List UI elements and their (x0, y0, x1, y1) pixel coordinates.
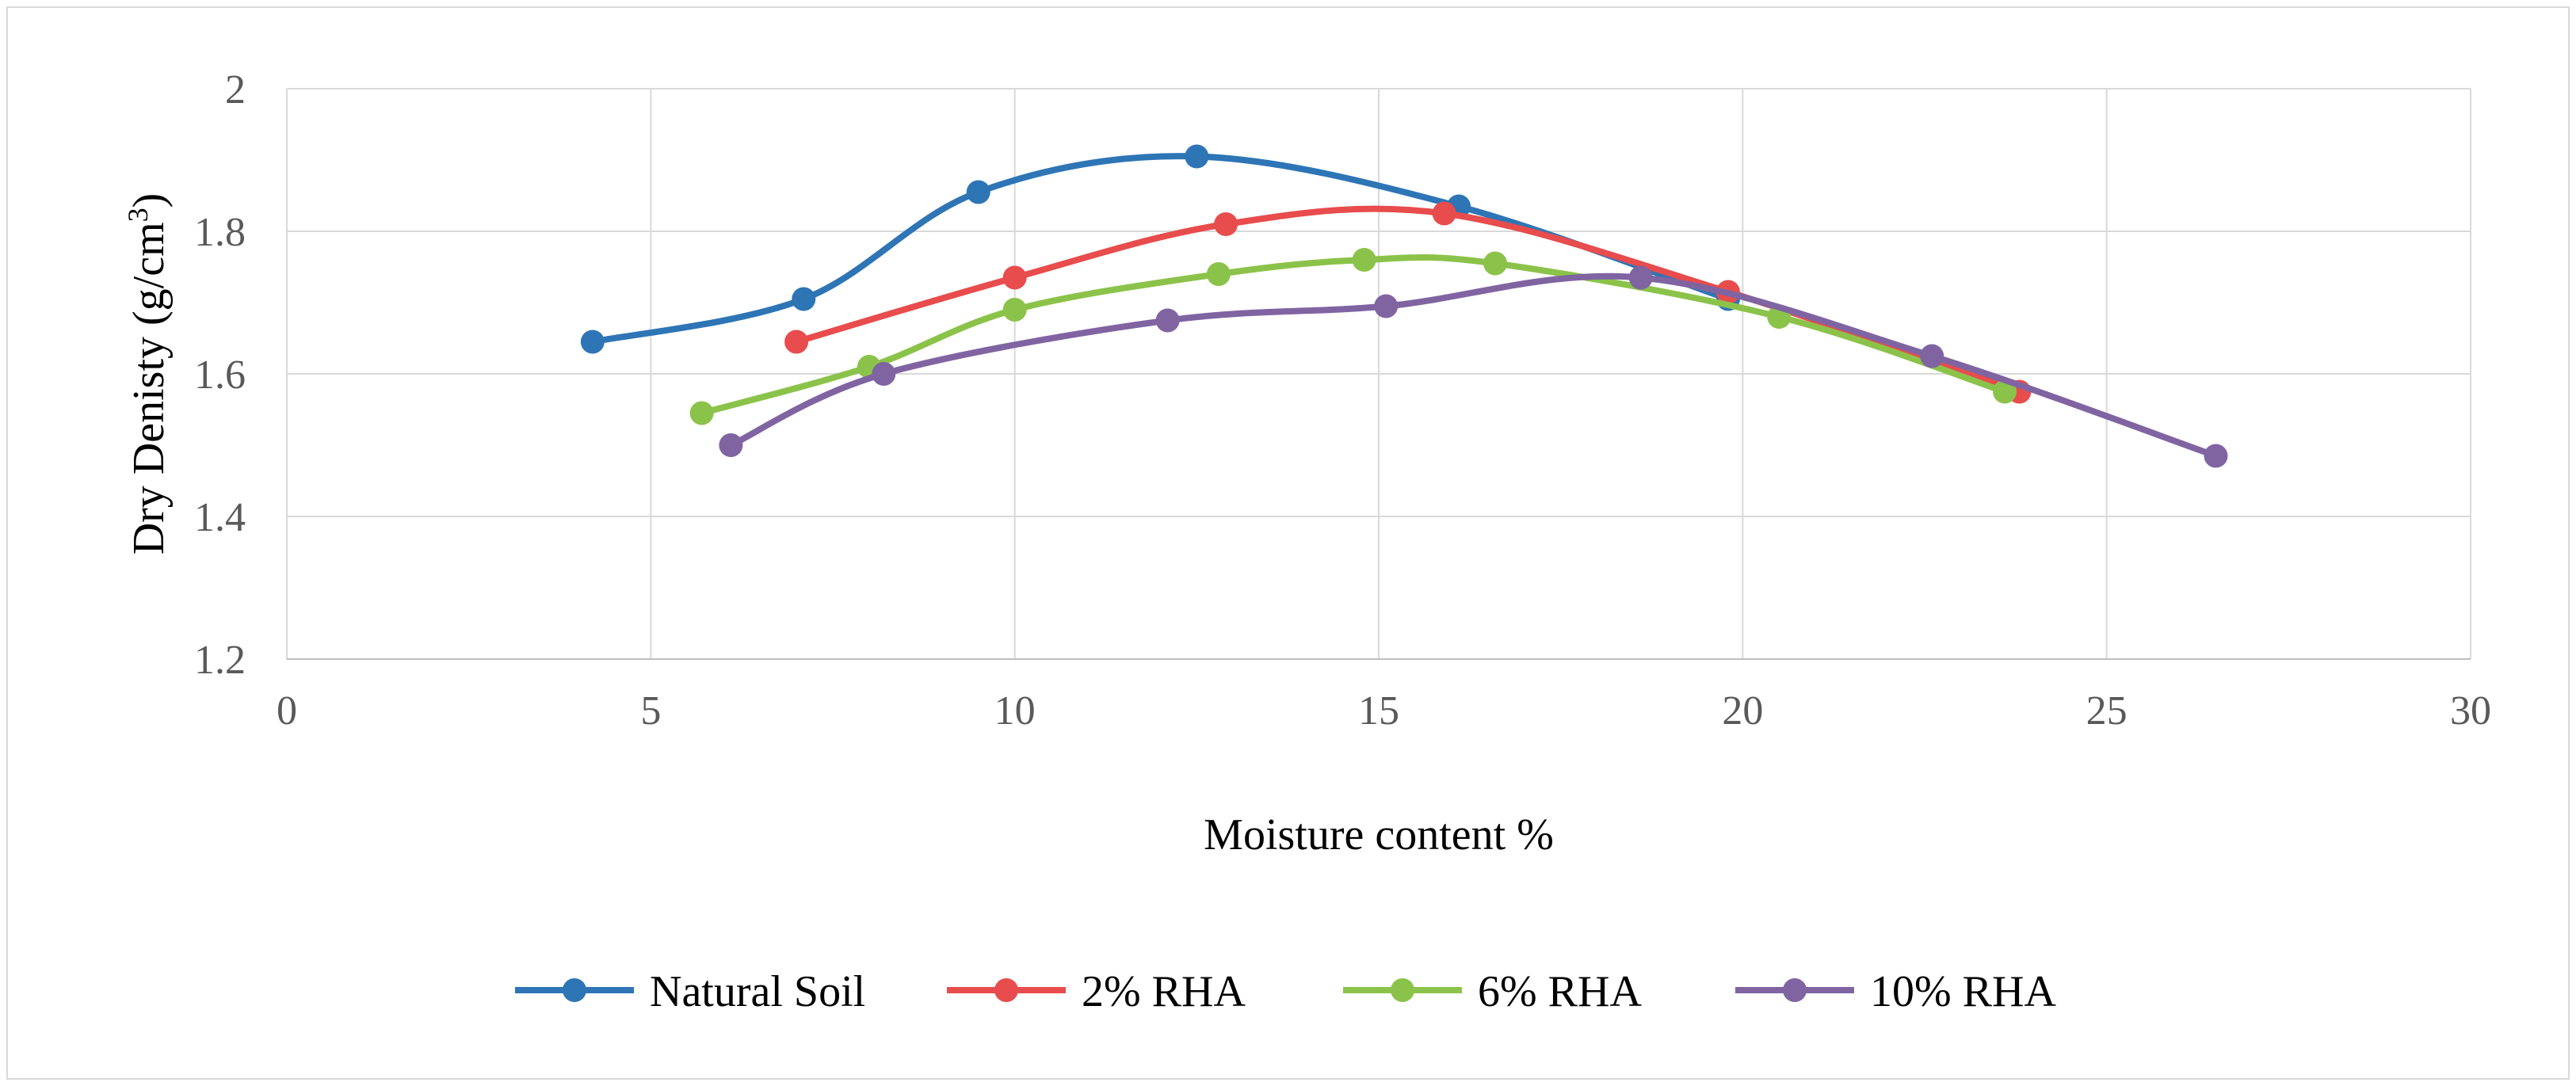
data-point (792, 287, 816, 311)
y-axis-title-main: Dry Denisty (g/cm (124, 222, 174, 554)
y-tick-label: 1.4 (194, 495, 246, 540)
y-tick-label: 1.2 (194, 638, 246, 683)
series-line (727, 272, 2219, 459)
data-point (1206, 262, 1231, 286)
data-point (1352, 248, 1376, 272)
data-point (689, 401, 714, 425)
data-point (580, 330, 605, 354)
y-tick-label: 1.6 (194, 352, 246, 398)
series-line (793, 205, 2023, 395)
data-point (872, 362, 896, 386)
x-tick-label: 15 (1358, 688, 1399, 734)
legend: Natural Soil 2% RHA 6% RHA 10% RHA (515, 967, 2056, 1016)
legend-item: Natural Soil (515, 967, 865, 1016)
series-line (698, 253, 2009, 417)
legend-label: Natural Soil (650, 967, 865, 1016)
y-axis-title-superscript: 3 (122, 208, 154, 222)
y-tick-label: 1.8 (194, 210, 246, 255)
x-tick-label: 0 (277, 688, 297, 734)
data-point (784, 330, 809, 354)
legend-marker (1783, 978, 1807, 1002)
x-tick-label: 30 (2450, 688, 2491, 734)
grid (287, 88, 2471, 659)
data-point (1185, 144, 1209, 169)
y-axis-title: Dry Denisty (g/cm3) (122, 193, 174, 555)
legend-marker (994, 978, 1018, 1002)
series-10pct-rha (719, 265, 2228, 468)
data-point (1432, 201, 1456, 226)
data-point (1002, 298, 1027, 322)
legend-item: 10% RHA (1735, 967, 2056, 1016)
data-point (1993, 379, 2017, 404)
series-6pct-rha (689, 248, 2017, 425)
data-point (1155, 308, 1180, 333)
data-point (1483, 251, 1507, 276)
tick-labels: 0 5 10 15 20 25 30 1.2 1.4 1.6 1.8 2 (194, 67, 2491, 734)
legend-label: 2% RHA (1082, 967, 1246, 1016)
legend-marker (563, 978, 586, 1002)
data-point (719, 433, 743, 457)
data-point (2204, 444, 2228, 468)
x-axis-title: Moisture content % (1204, 810, 1554, 859)
data-point (1920, 344, 1944, 368)
legend-marker (1391, 978, 1414, 1002)
y-tick-label: 2 (225, 67, 246, 112)
line-chart: 0 5 10 15 20 25 30 1.2 1.4 1.6 1.8 2 Moisture conte… (122, 67, 2491, 1016)
legend-item: 2% RHA (947, 967, 1246, 1016)
data-point (1214, 212, 1238, 236)
y-axis-title-close: ) (124, 193, 174, 208)
x-tick-label: 20 (1722, 688, 1763, 734)
legend-label: 6% RHA (1478, 967, 1642, 1016)
legend-item: 6% RHA (1343, 967, 1642, 1016)
data-point (966, 180, 990, 204)
chart-frame: 0 5 10 15 20 25 30 1.2 1.4 1.6 1.8 2 Moisture conte… (6, 6, 2570, 1080)
x-tick-label: 5 (640, 688, 661, 734)
data-point (1374, 294, 1399, 318)
x-tick-label: 25 (2086, 688, 2128, 734)
axes (286, 89, 2471, 660)
legend-label: 10% RHA (1870, 967, 2056, 1016)
x-tick-label: 10 (994, 688, 1036, 734)
series-group (580, 144, 2228, 468)
data-point (1628, 265, 1653, 290)
data-point (1002, 265, 1027, 290)
series-line (589, 153, 1731, 345)
